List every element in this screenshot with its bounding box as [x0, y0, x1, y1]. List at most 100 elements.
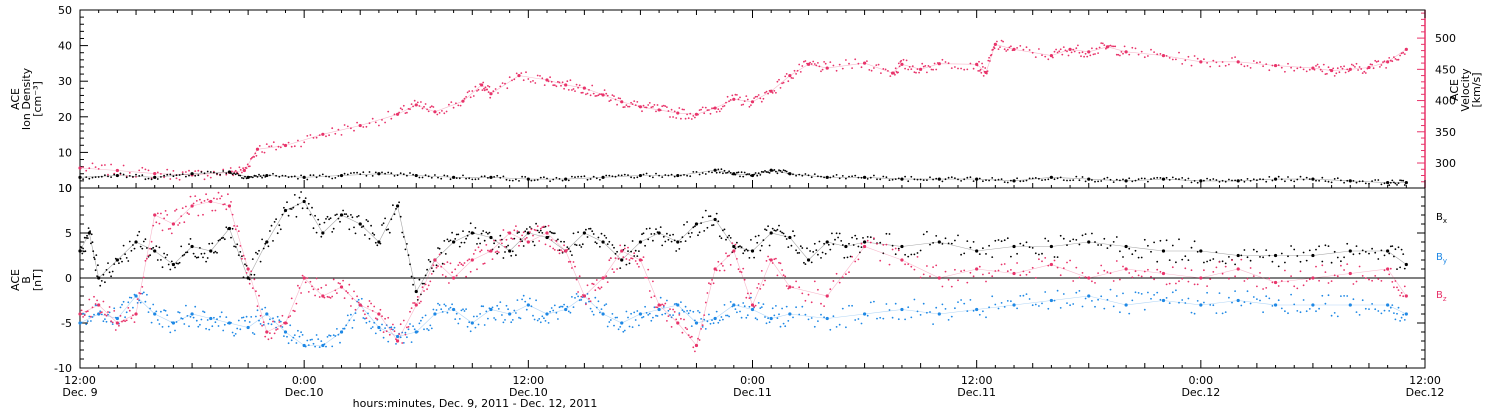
by-sample: [273, 320, 276, 323]
velocity-sample: [1355, 62, 1358, 65]
by-sample: [1143, 308, 1146, 311]
bz-sample: [460, 263, 463, 266]
by-sample: [754, 317, 757, 320]
bz-point: [209, 199, 213, 204]
velocity-sample: [465, 96, 467, 98]
by-sample: [426, 328, 428, 330]
bx-point: [1386, 249, 1390, 253]
density-sample: [1396, 184, 1398, 186]
by-sample: [530, 305, 533, 308]
by-sample: [1122, 292, 1124, 295]
density-point: [1386, 181, 1390, 185]
by-sample: [636, 310, 639, 312]
density-sample: [1371, 180, 1373, 183]
density-sample: [1324, 180, 1327, 183]
density-sample: [1299, 175, 1302, 178]
bz-sample: [128, 309, 131, 312]
velocity-sample: [718, 110, 721, 113]
bx-sample: [1147, 244, 1149, 247]
bz-sample: [1330, 280, 1333, 282]
bz-sample: [451, 271, 453, 274]
bz-sample: [969, 271, 972, 274]
bx-sample: [644, 244, 646, 247]
velocity-sample: [866, 60, 868, 62]
bz-sample: [897, 249, 900, 252]
bz-sample: [317, 288, 320, 291]
bx-point: [620, 258, 624, 262]
by-sample: [913, 298, 916, 301]
velocity-point: [1049, 53, 1053, 58]
bx-sample: [393, 213, 396, 216]
bz-sample: [675, 318, 678, 321]
velocity-sample: [659, 109, 662, 112]
by-sample: [138, 299, 141, 302]
density-sample: [771, 169, 774, 172]
velocity-sample: [1383, 60, 1386, 63]
velocity-sample: [1062, 46, 1065, 48]
by-sample: [367, 312, 369, 315]
bx-sample: [175, 262, 178, 265]
bx-point: [1348, 249, 1352, 253]
velocity-sample: [1209, 65, 1212, 68]
bx-sample: [206, 257, 209, 259]
by-sample: [775, 305, 777, 307]
density-sample: [845, 177, 847, 180]
velocity-point: [461, 99, 465, 103]
velocity-sample: [897, 62, 900, 65]
bx-sample: [178, 261, 181, 264]
bz-sample: [410, 307, 413, 309]
bz-point: [339, 285, 344, 289]
bz-sample: [248, 282, 251, 285]
density-sample: [1234, 179, 1236, 182]
velocity-sample: [759, 97, 762, 100]
density-sample: [1243, 180, 1246, 183]
bz-sample: [364, 313, 366, 316]
bz-sample: [465, 275, 467, 278]
bz-sample: [1053, 259, 1056, 262]
bz-sample: [633, 252, 636, 255]
bz-sample: [96, 299, 98, 302]
by-sample: [1290, 293, 1292, 296]
velocity-sample: [1025, 46, 1028, 49]
velocity-sample: [1165, 55, 1168, 57]
bz-sample: [726, 255, 729, 257]
velocity-sample: [1181, 63, 1184, 65]
bx-sample: [776, 228, 779, 231]
by-sample: [180, 317, 183, 320]
velocity-sample: [1402, 51, 1405, 54]
bx-sample: [801, 247, 804, 249]
bz-sample: [83, 314, 86, 317]
velocity-sample: [441, 110, 443, 112]
density-tick-label: 20: [58, 111, 72, 124]
density-sample: [231, 173, 234, 176]
by-sample: [916, 310, 919, 313]
bx-sample: [1400, 248, 1403, 251]
velocity-sample: [1394, 58, 1397, 60]
velocity-sample: [1184, 59, 1187, 62]
by-sample: [420, 319, 422, 322]
velocity-sample: [1315, 65, 1317, 67]
bz-sample: [237, 230, 240, 233]
bz-sample: [700, 328, 702, 330]
bz-sample: [1402, 295, 1405, 298]
by-sample: [832, 315, 835, 318]
by-sample: [1302, 299, 1305, 301]
bx-sample: [712, 224, 715, 226]
velocity-sample: [742, 103, 745, 106]
velocity-sample: [1335, 72, 1338, 75]
bx-sample: [304, 197, 307, 200]
bx-sample: [1280, 252, 1283, 255]
bx-sample: [701, 216, 704, 219]
by-sample: [1053, 299, 1056, 302]
bx-sample: [754, 235, 757, 238]
velocity-sample: [1010, 45, 1012, 48]
bz-sample: [194, 195, 197, 198]
density-sample: [580, 175, 583, 178]
velocity-sample: [181, 171, 184, 174]
velocity-sample: [469, 96, 472, 99]
density-sample: [633, 177, 636, 179]
bz-sample: [765, 260, 768, 262]
bx-sample: [843, 256, 846, 259]
velocity-sample: [1316, 63, 1319, 66]
velocity-point: [676, 111, 680, 115]
